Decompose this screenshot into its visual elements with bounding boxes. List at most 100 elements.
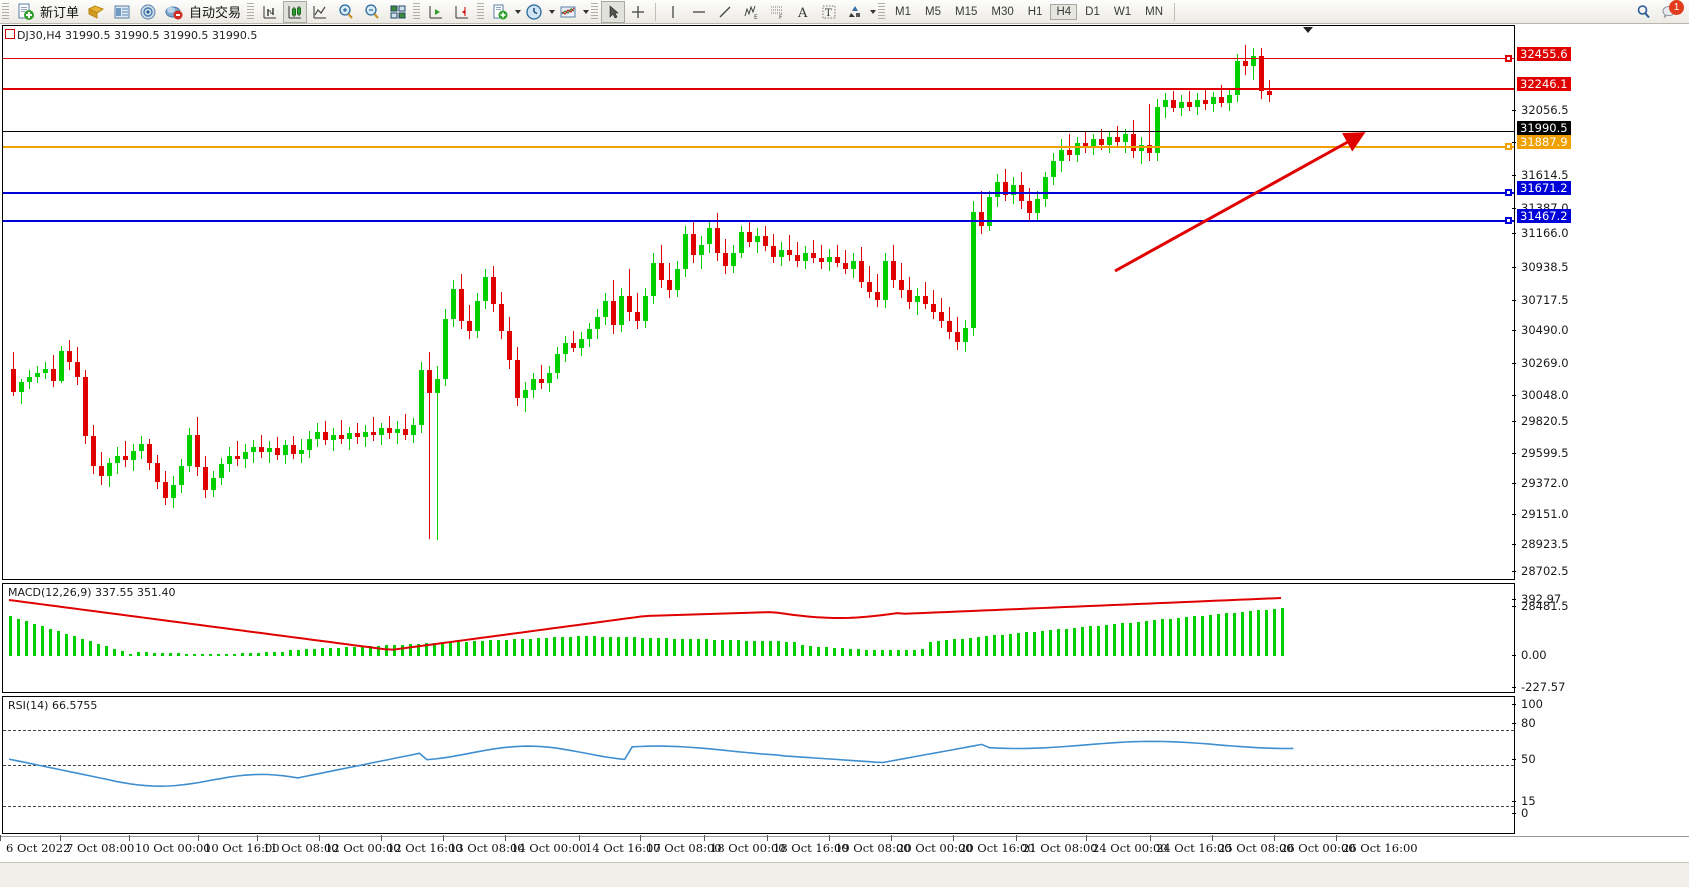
support-line-2[interactable]	[3, 220, 1514, 222]
candle-body	[555, 353, 560, 373]
elliott-icon[interactable]: E	[738, 1, 764, 23]
candle-wick	[1189, 90, 1190, 111]
current-price-line[interactable]	[3, 131, 1514, 132]
bar-chart-icon[interactable]	[257, 1, 283, 23]
cursor-icon[interactable]	[601, 0, 626, 23]
period-dropdown-caret[interactable]	[549, 9, 556, 14]
time-axis[interactable]: 6 Oct 2022 7 Oct 08:00 10 Oct 00:00 10 Oct …	[0, 835, 1689, 863]
timeframe-m1[interactable]: M1	[895, 5, 912, 18]
timeframe-h4[interactable]: H4	[1050, 3, 1078, 20]
toolbar-grip[interactable]	[2, 2, 9, 21]
macd-bar	[753, 640, 756, 656]
timeframe-w1[interactable]: W1	[1113, 5, 1132, 18]
timeframe-m15[interactable]: M15	[955, 5, 978, 18]
chart-shift-icon[interactable]	[449, 1, 475, 23]
toolbar-grip-4[interactable]	[477, 2, 485, 21]
trendline-icon[interactable]	[712, 1, 738, 23]
candle-body	[747, 232, 752, 242]
scroll-end-icon[interactable]	[423, 1, 449, 23]
macd-bar	[993, 635, 996, 656]
order-line[interactable]	[3, 146, 1514, 148]
resistance-line-2[interactable]	[3, 88, 1514, 90]
timeframe-m30[interactable]: M30	[991, 5, 1014, 18]
template-icon[interactable]	[487, 1, 513, 23]
candle-body	[363, 431, 368, 438]
resistance-line-1[interactable]	[3, 58, 1514, 59]
timeframe-d1[interactable]: D1	[1085, 5, 1100, 18]
trend-arrow[interactable]	[3, 26, 1514, 579]
support-line-2-handle[interactable]	[1505, 217, 1512, 224]
time-tick	[891, 835, 892, 841]
timeframe-mn[interactable]: MN	[1145, 5, 1163, 18]
macd-bar	[329, 648, 332, 656]
time-label: 24 Oct 16:00	[1156, 841, 1232, 855]
vertical-line-icon[interactable]	[660, 1, 686, 23]
price-chart-panel[interactable]: DJ30,H4 31990.5 31990.5 31990.5 31990.5	[2, 25, 1515, 580]
macd-indicator-panel[interactable]: MACD(12,26,9) 337.55 351.40	[2, 583, 1515, 693]
zoom-out-icon[interactable]	[359, 1, 385, 23]
market-icon[interactable]	[161, 1, 187, 23]
candle-body	[787, 249, 792, 256]
panel-collapse-arrow[interactable]	[1303, 27, 1313, 33]
time-tick	[381, 835, 382, 841]
indicators-icon[interactable]	[555, 1, 581, 23]
folder-icon[interactable]	[83, 1, 109, 23]
text-icon[interactable]: A	[790, 1, 816, 23]
indicators-dropdown-caret[interactable]	[583, 9, 590, 14]
candle-body	[1099, 139, 1104, 145]
template-dropdown-caret[interactable]	[515, 9, 522, 14]
candle-body	[507, 330, 512, 361]
period-icon[interactable]	[521, 1, 547, 23]
crosshair-icon[interactable]	[625, 1, 651, 23]
new-order-label[interactable]: 新订单	[40, 6, 80, 21]
candle-body	[651, 263, 656, 296]
toolbar-grip-2[interactable]	[247, 2, 255, 21]
macd-bar	[1281, 608, 1284, 656]
macd-bar	[1265, 609, 1268, 656]
macd-bar	[425, 643, 428, 656]
candlestick-icon[interactable]	[283, 0, 308, 23]
toolbar-grip-6[interactable]	[878, 2, 886, 21]
macd-bar	[473, 641, 476, 656]
rsi-axis: 100 80 50 15 0	[1511, 696, 1689, 834]
macd-bar	[953, 639, 956, 656]
notification-icon[interactable]: 1	[1657, 0, 1684, 23]
timeframe-h1[interactable]: H1	[1027, 5, 1043, 18]
shapes-dropdown-caret[interactable]	[870, 9, 877, 14]
fibonacci-icon[interactable]: F	[764, 1, 790, 23]
timeframe-m5[interactable]: M5	[925, 5, 941, 18]
macd-bar	[505, 639, 508, 656]
support-line-1-handle[interactable]	[1505, 189, 1512, 196]
price-axis[interactable]: 32056.531835.531614.531387.031166.030938…	[1512, 25, 1689, 613]
axis-tick: 30717.5	[1512, 293, 1569, 307]
line-chart-icon[interactable]	[307, 1, 333, 23]
new-order-button[interactable]	[12, 1, 38, 23]
resistance-line-1-handle[interactable]	[1505, 55, 1512, 62]
autotrading-label[interactable]: 自动交易	[189, 6, 242, 21]
shapes-icon[interactable]	[842, 1, 868, 23]
candle-body	[315, 431, 320, 439]
support-line-1[interactable]	[3, 192, 1514, 194]
horizontal-line-icon[interactable]	[686, 1, 712, 23]
tile-windows-icon[interactable]	[385, 1, 411, 23]
candle-body	[1067, 150, 1072, 156]
toolbar-grip-5[interactable]	[591, 2, 599, 21]
zoom-in-icon[interactable]	[333, 1, 359, 23]
rsi-indicator-panel[interactable]: RSI(14) 66.5755	[2, 696, 1515, 834]
signals-icon[interactable]	[135, 1, 161, 23]
macd-bar	[321, 648, 324, 656]
macd-bar	[705, 639, 708, 656]
candle-body	[643, 295, 648, 322]
macd-bar	[593, 636, 596, 656]
price-tag: 31467.2	[1517, 209, 1571, 223]
axis-tick: 31614.5	[1512, 168, 1569, 182]
candle-body	[43, 368, 48, 373]
terminal-icon[interactable]	[109, 1, 135, 23]
chart-area[interactable]: DJ30,H4 31990.5 31990.5 31990.5 31990.5 …	[0, 24, 1689, 887]
toolbar-grip-3[interactable]	[413, 2, 421, 21]
candle-body	[139, 444, 144, 451]
label-icon[interactable]: T	[816, 1, 842, 23]
candle-body	[611, 301, 616, 326]
order-line-handle[interactable]	[1505, 143, 1512, 150]
search-icon[interactable]	[1631, 1, 1657, 23]
